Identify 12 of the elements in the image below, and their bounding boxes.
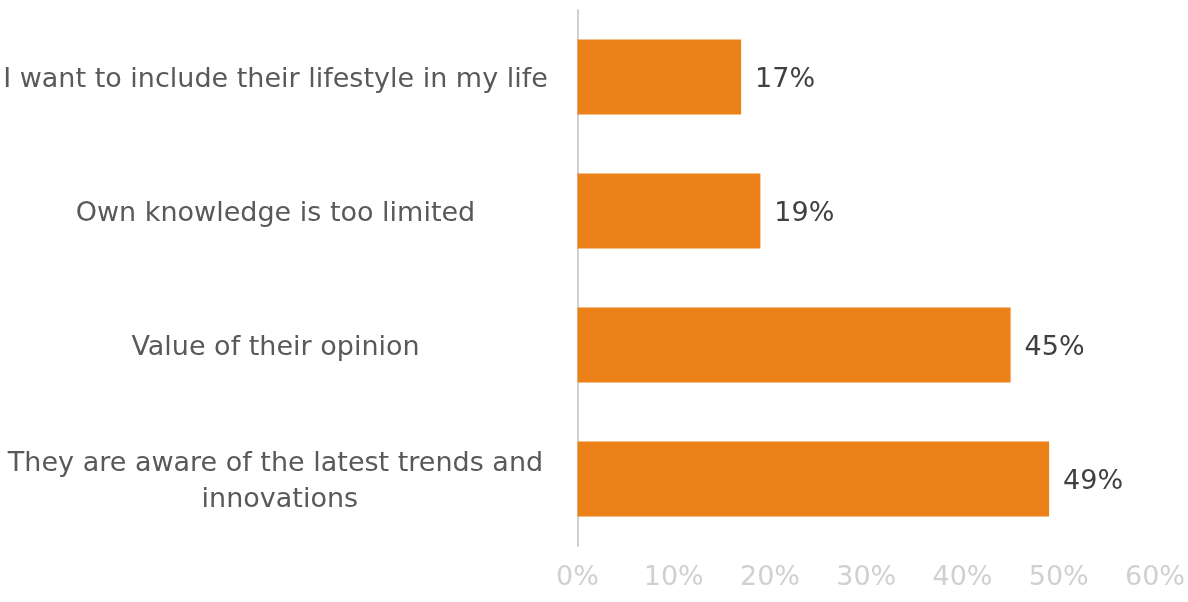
bar [577,307,1011,383]
data-label: 19% [774,195,835,227]
y-tick-label: Value of their opinion [131,329,420,361]
data-label: 49% [1063,463,1124,495]
data-label: 45% [1024,329,1085,361]
bar [577,39,742,115]
bar [577,441,1050,517]
data-label: 17% [755,61,816,93]
y-tick-label: Own knowledge is too limited [75,195,476,227]
y-tick-label: I want to include their lifestyle in my life [3,61,548,93]
bar [577,173,761,249]
y-tick-label: They are aware of the latest trends and innovations [6,445,544,513]
